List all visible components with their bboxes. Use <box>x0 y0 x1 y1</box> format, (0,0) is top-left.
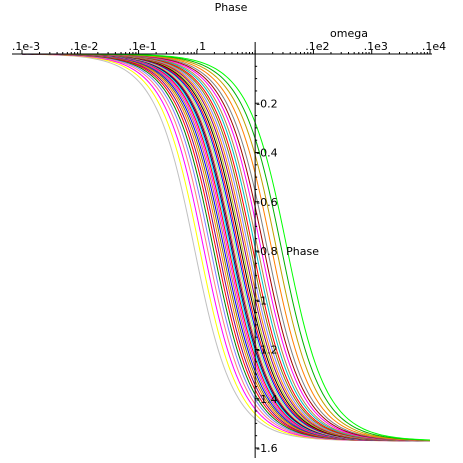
series-line-32 <box>22 53 431 441</box>
x-tick-label: .1e-2 <box>70 40 98 53</box>
series-line-36 <box>22 53 431 441</box>
x-tick-label: .1e3 <box>364 40 388 53</box>
series-line-30 <box>22 53 431 442</box>
series-line-12 <box>21 53 431 442</box>
x-tick-label: .1e2 <box>305 40 329 53</box>
series-line-27 <box>22 53 431 442</box>
series-line-23 <box>21 53 431 442</box>
y-tick-label: -0.6 <box>256 196 277 209</box>
series-line-35 <box>22 53 431 441</box>
series-line-21 <box>22 53 431 442</box>
y-tick-label: -1.2 <box>256 344 277 357</box>
y-tick-label: -1.4 <box>256 393 277 406</box>
y-tick-label: -0.4 <box>256 147 277 160</box>
series-line-31 <box>22 53 431 441</box>
series-line-26 <box>21 53 431 442</box>
series-line-37 <box>22 53 431 441</box>
series-line-33 <box>22 53 431 441</box>
series-group <box>21 53 431 442</box>
series-line-29 <box>21 53 431 442</box>
series-line-24 <box>22 53 431 442</box>
x-tick-label: .1e4 <box>422 40 446 53</box>
chart-title: Phase <box>215 1 248 14</box>
series-line-34 <box>22 53 431 441</box>
series-line-22 <box>21 53 431 442</box>
x-tick-label: .1 <box>196 40 207 53</box>
x-tick-label: .1e-1 <box>128 40 156 53</box>
x-axis-label: omega <box>330 27 368 40</box>
y-tick-label: -1 <box>256 294 267 307</box>
y-tick-group: -0.2 -0.4 -0.6 -0.8 -1 -1.2 -1.4 -1.6 <box>255 53 278 455</box>
series-line-25 <box>22 53 431 442</box>
y-axis-label: Phase <box>286 245 319 258</box>
y-tick-label: -1.6 <box>256 442 277 455</box>
y-tick-label: -0.8 <box>256 245 277 258</box>
series-line-28 <box>22 53 431 442</box>
x-tick-group: .1e-3 .1e-2 .1e-1 .1 .1e2 .1e3 .1e4 <box>12 40 446 54</box>
y-tick-label: -0.2 <box>256 97 277 110</box>
x-tick-label: .1e-3 <box>12 40 40 53</box>
